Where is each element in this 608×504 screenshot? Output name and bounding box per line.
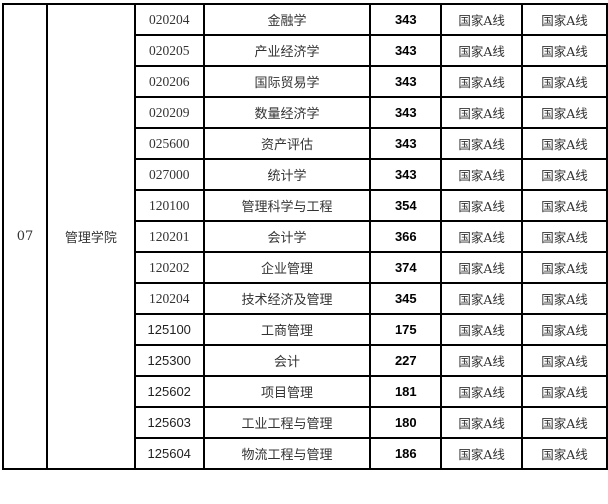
major-name: 管理科学与工程 [202, 189, 372, 222]
single-subject-line-2: 国家A线 [521, 96, 608, 129]
single-subject-line-2: 国家A线 [521, 3, 608, 36]
single-subject-line-1: 国家A线 [440, 251, 524, 284]
major-code: 125100 [133, 313, 205, 346]
single-subject-line-2: 国家A线 [521, 437, 608, 470]
score: 343 [369, 96, 443, 129]
major-code: 125300 [133, 344, 205, 377]
score: 343 [369, 34, 443, 67]
score: 374 [369, 251, 443, 284]
single-subject-line-1: 国家A线 [440, 65, 524, 98]
single-subject-line-1: 国家A线 [440, 220, 524, 253]
major-name: 企业管理 [202, 251, 372, 284]
major-code: 025600 [133, 127, 205, 160]
major-code: 027000 [133, 158, 205, 191]
table-row: 125100 工商管理 175 国家A线 国家A线 [3, 313, 608, 346]
major-name: 技术经济及管理 [202, 282, 372, 315]
score: 343 [369, 127, 443, 160]
table-row: 120201 会计学 366 国家A线 国家A线 [3, 220, 608, 253]
table-row: 125300 会计 227 国家A线 国家A线 [3, 344, 608, 377]
single-subject-line-1: 国家A线 [440, 127, 524, 160]
single-subject-line-2: 国家A线 [521, 34, 608, 67]
table-row: 120204 技术经济及管理 345 国家A线 国家A线 [3, 282, 608, 315]
major-code: 020209 [133, 96, 205, 129]
single-subject-line-2: 国家A线 [521, 220, 608, 253]
major-code: 120201 [133, 220, 205, 253]
single-subject-line-1: 国家A线 [440, 3, 524, 36]
major-name: 会计 [202, 344, 372, 377]
table-row: 027000 统计学 343 国家A线 国家A线 [3, 158, 608, 191]
single-subject-line-1: 国家A线 [440, 189, 524, 222]
major-name: 资产评估 [202, 127, 372, 160]
table-row: 125603 工业工程与管理 180 国家A线 国家A线 [3, 406, 608, 439]
major-name: 物流工程与管理 [202, 437, 372, 470]
single-subject-line-1: 国家A线 [440, 158, 524, 191]
single-subject-line-2: 国家A线 [521, 65, 608, 98]
major-code: 125603 [133, 406, 205, 439]
single-subject-line-1: 国家A线 [440, 96, 524, 129]
score: 343 [369, 3, 443, 36]
single-subject-line-1: 国家A线 [440, 313, 524, 346]
score: 354 [369, 189, 443, 222]
score: 343 [369, 158, 443, 191]
admission-score-table: 07 管理学院 020204 金融学 343 国家A线 国家A线 020205 产业经济学 343… [2, 3, 608, 470]
table-row: 025600 资产评估 343 国家A线 国家A线 [3, 127, 608, 160]
single-subject-line-1: 国家A线 [440, 344, 524, 377]
single-subject-line-1: 国家A线 [440, 406, 524, 439]
major-code: 020206 [133, 65, 205, 98]
score: 175 [369, 313, 443, 346]
major-code: 120100 [133, 189, 205, 222]
single-subject-line-2: 国家A线 [521, 313, 608, 346]
single-subject-line-2: 国家A线 [521, 251, 608, 284]
major-name: 统计学 [202, 158, 372, 191]
single-subject-line-2: 国家A线 [521, 127, 608, 160]
major-name: 产业经济学 [202, 34, 372, 67]
single-subject-line-1: 国家A线 [440, 34, 524, 67]
major-name: 会计学 [202, 220, 372, 253]
major-code: 125602 [133, 375, 205, 408]
single-subject-line-2: 国家A线 [521, 344, 608, 377]
major-code: 125604 [133, 437, 205, 470]
major-name: 数量经济学 [202, 96, 372, 129]
table-row: 020206 国际贸易学 343 国家A线 国家A线 [3, 65, 608, 98]
single-subject-line-2: 国家A线 [521, 375, 608, 408]
single-subject-line-2: 国家A线 [521, 406, 608, 439]
table-row: 125604 物流工程与管理 186 国家A线 国家A线 [3, 437, 608, 470]
score: 366 [369, 220, 443, 253]
table-row: 125602 项目管理 181 国家A线 国家A线 [3, 375, 608, 408]
table-row: 120202 企业管理 374 国家A线 国家A线 [3, 251, 608, 284]
score: 180 [369, 406, 443, 439]
major-name: 项目管理 [202, 375, 372, 408]
college-name: 管理学院 [45, 3, 136, 470]
single-subject-line-1: 国家A线 [440, 282, 524, 315]
college-number: 07 [2, 3, 48, 470]
major-code: 020204 [133, 3, 205, 36]
major-name: 国际贸易学 [202, 65, 372, 98]
table-row: 020209 数量经济学 343 国家A线 国家A线 [3, 96, 608, 129]
single-subject-line-2: 国家A线 [521, 158, 608, 191]
major-code: 120204 [133, 282, 205, 315]
single-subject-line-2: 国家A线 [521, 189, 608, 222]
single-subject-line-1: 国家A线 [440, 437, 524, 470]
table-row: 07 管理学院 020204 金融学 343 国家A线 国家A线 [2, 3, 608, 470]
table-row: 020205 产业经济学 343 国家A线 国家A线 [3, 34, 608, 67]
score: 345 [369, 282, 443, 315]
major-name: 工商管理 [202, 313, 372, 346]
single-subject-line-2: 国家A线 [521, 282, 608, 315]
single-subject-line-1: 国家A线 [440, 375, 524, 408]
score: 186 [369, 437, 443, 470]
major-name: 金融学 [202, 3, 372, 36]
score: 343 [369, 65, 443, 98]
major-code: 020205 [133, 34, 205, 67]
score: 181 [369, 375, 443, 408]
score: 227 [369, 344, 443, 377]
major-name: 工业工程与管理 [202, 406, 372, 439]
major-code: 120202 [133, 251, 205, 284]
table-row: 120100 管理科学与工程 354 国家A线 国家A线 [3, 189, 608, 222]
